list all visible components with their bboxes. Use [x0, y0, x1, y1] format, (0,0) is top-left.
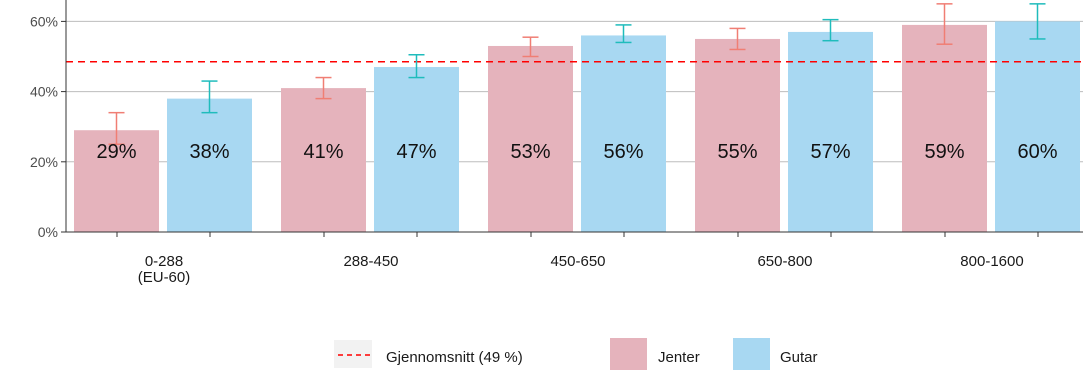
bar — [995, 21, 1080, 233]
legend-label-jenter: Jenter — [658, 349, 700, 366]
bar — [902, 24, 987, 232]
data-label: 59% — [924, 141, 964, 163]
data-label: 29% — [96, 141, 136, 163]
bars — [74, 21, 1080, 233]
y-tick-label: 40% — [30, 84, 58, 100]
x-tick-label-line: 288-450 — [343, 253, 398, 270]
data-label: 38% — [189, 141, 229, 163]
axes: 0% 20% 40% 60% 0-288 (EU-60) 288-450 450-650 650… — [30, 0, 1083, 286]
x-tick-label-line: 450-650 — [550, 253, 605, 270]
y-tick-label: 0% — [38, 224, 58, 240]
x-tick-label: 0-288 (EU-60) — [138, 253, 191, 286]
x-tick-label: 288-450 — [343, 253, 398, 270]
y-tick-label: 60% — [30, 13, 58, 29]
legend: Gjennomsnitt (49 %) Jenter Gutar — [334, 338, 818, 370]
legend-key-gutar — [733, 338, 770, 370]
x-tick-label: 650-800 — [757, 253, 812, 270]
y-tick-label: 20% — [30, 154, 58, 170]
bar — [281, 88, 366, 232]
x-tick-label-line: 0-288 — [145, 253, 183, 270]
data-label: 55% — [717, 141, 757, 163]
legend-key-jenter — [610, 338, 647, 370]
bar — [488, 45, 573, 232]
x-tick-label-line: (EU-60) — [138, 269, 191, 286]
data-labels: 29% 38% 41% 47% 53% 56% 55% 57% 59% 60% — [96, 141, 1057, 163]
bar — [167, 98, 252, 233]
bar — [374, 67, 459, 232]
data-label: 60% — [1017, 141, 1057, 163]
x-tick-label: 800-1600 — [960, 253, 1023, 270]
legend-key-average — [334, 340, 372, 368]
x-tick-label-line: 800-1600 — [960, 253, 1023, 270]
x-tick-label: 450-650 — [550, 253, 605, 270]
legend-label-gutar: Gutar — [780, 349, 818, 366]
data-label: 41% — [303, 141, 343, 163]
data-label: 53% — [510, 141, 550, 163]
data-label: 47% — [396, 141, 436, 163]
data-label: 56% — [603, 141, 643, 163]
x-tick-label-line: 650-800 — [757, 253, 812, 270]
bar — [695, 38, 780, 233]
bar — [74, 130, 159, 232]
data-label: 57% — [810, 141, 850, 163]
bar — [788, 31, 873, 233]
error-bars — [108, 3, 1046, 145]
bar — [581, 35, 666, 232]
legend-label-average: Gjennomsnitt (49 %) — [386, 349, 523, 366]
